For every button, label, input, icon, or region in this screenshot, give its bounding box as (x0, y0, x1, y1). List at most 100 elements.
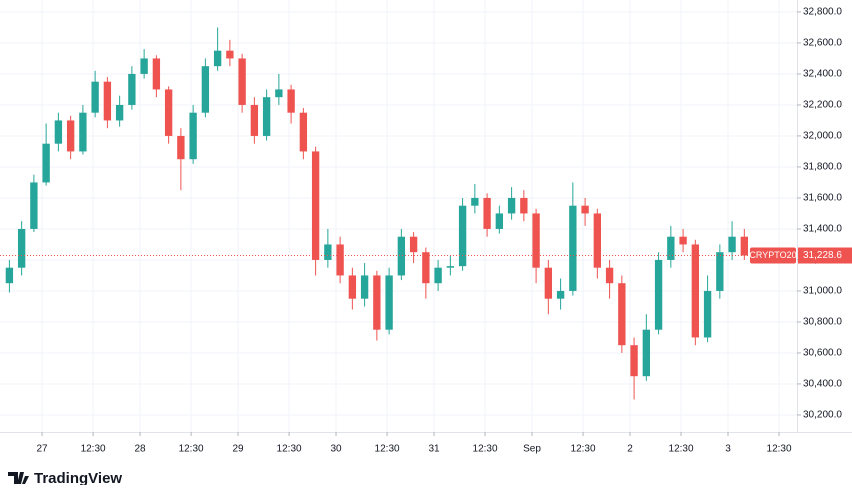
candle-body (250, 104, 259, 136)
candle-body (66, 120, 75, 152)
x-tick-label: 12:30 (669, 444, 694, 455)
last-price-badge (798, 247, 852, 264)
candle-body (30, 182, 38, 229)
candle-body (581, 205, 589, 214)
candle-body (177, 135, 185, 160)
candle-body (556, 290, 565, 299)
candle-body (630, 345, 638, 377)
grid (0, 0, 797, 432)
candle-body (507, 197, 516, 214)
candle-body (642, 329, 651, 377)
candle-body (471, 197, 479, 206)
candle-body (152, 58, 161, 90)
y-tick-label: 31,000.0 (803, 286, 842, 297)
candle-body (115, 104, 124, 121)
x-tick-label: 27 (36, 444, 48, 455)
candle-body (520, 197, 528, 214)
candle-body (716, 252, 724, 291)
candle-body (226, 50, 234, 59)
y-tick-label: 32,600.0 (803, 38, 842, 49)
candle-body (42, 143, 50, 183)
y-tick-label: 32,000.0 (803, 131, 842, 142)
x-tick-label: 12:30 (179, 444, 204, 455)
candle-body (238, 58, 246, 105)
candle-body (5, 267, 14, 284)
candle-body (324, 244, 332, 260)
x-tick-label: 12:30 (81, 444, 106, 455)
candle-body (434, 267, 442, 284)
candle-body (618, 283, 626, 346)
candle-body (385, 275, 393, 330)
y-tick-label: 30,600.0 (803, 348, 842, 359)
x-tick-label: 28 (134, 444, 146, 455)
candle-body (495, 213, 504, 229)
symbol-badge (750, 247, 796, 264)
y-tick-label: 30,200.0 (803, 410, 842, 421)
x-tick-label: 12:30 (375, 444, 400, 455)
x-tick-label: 12:30 (767, 444, 792, 455)
candle-body (336, 244, 344, 276)
candle-body (397, 236, 406, 276)
candle-body (91, 81, 99, 113)
candle-body (544, 267, 553, 299)
candle-body (164, 89, 173, 136)
x-tick-label: 29 (232, 444, 244, 455)
candle-body (128, 73, 136, 105)
candle-body (691, 244, 700, 338)
candle-body (79, 112, 87, 152)
candle-body (348, 275, 357, 299)
candle-body (17, 228, 26, 268)
candle-body (446, 266, 455, 268)
last-price-label: 31,228.6 (803, 250, 842, 261)
x-tick-label: Sep (523, 444, 541, 455)
y-tick-label: 32,400.0 (803, 69, 842, 80)
candle-body (213, 50, 222, 67)
candle-body (54, 120, 63, 144)
candle-body (483, 197, 491, 229)
candle-body (140, 58, 148, 74)
candle-body (422, 252, 430, 284)
candle-body (728, 236, 736, 253)
logo-icon (8, 472, 29, 484)
candle-body (593, 213, 602, 268)
candle-body (311, 151, 320, 260)
candle-body (373, 275, 381, 330)
y-tick-label: 30,800.0 (803, 317, 842, 328)
x-tick-label: 12:30 (473, 444, 498, 455)
candle-body (532, 213, 540, 268)
candle-body (667, 236, 675, 260)
candles (0, 27, 797, 400)
symbol-label: CRYPTO20 (749, 250, 796, 260)
x-tick-label: 3 (725, 444, 731, 455)
axes: 30,200.0 30,400.0 30,600.0 30,800.0 31,000.0… (0, 0, 852, 455)
candle-body (299, 112, 308, 152)
candle-body (360, 275, 369, 299)
candle-body (287, 89, 295, 113)
brand-logo: TradingView (8, 470, 122, 487)
brand-name: TradingView (34, 470, 122, 485)
x-tick-label: 12:30 (571, 444, 596, 455)
candle-body (409, 236, 418, 253)
y-tick-label: 31,400.0 (803, 224, 842, 235)
candle-body (703, 290, 712, 338)
candle-body (679, 236, 687, 245)
candle-body (103, 81, 112, 121)
candle-body (605, 267, 614, 284)
y-tick-label: 32,800.0 (803, 7, 842, 18)
y-tick-label: 31,600.0 (803, 193, 842, 204)
candle-body (275, 89, 283, 98)
y-tick-label: 30,400.0 (803, 379, 842, 390)
x-tick-label: 30 (330, 444, 342, 455)
candle-body (569, 205, 577, 291)
candle-body (740, 236, 749, 256)
candle-body (654, 259, 663, 330)
candle-body (201, 66, 210, 113)
x-tick-label: 2 (627, 444, 633, 455)
y-tick-label: 31,800.0 (803, 162, 842, 173)
x-tick-label: 12:30 (277, 444, 302, 455)
candle-body (262, 97, 271, 136)
candle-body (189, 112, 197, 160)
y-tick-label: 32,200.0 (803, 100, 842, 111)
x-tick-label: 31 (428, 444, 440, 455)
